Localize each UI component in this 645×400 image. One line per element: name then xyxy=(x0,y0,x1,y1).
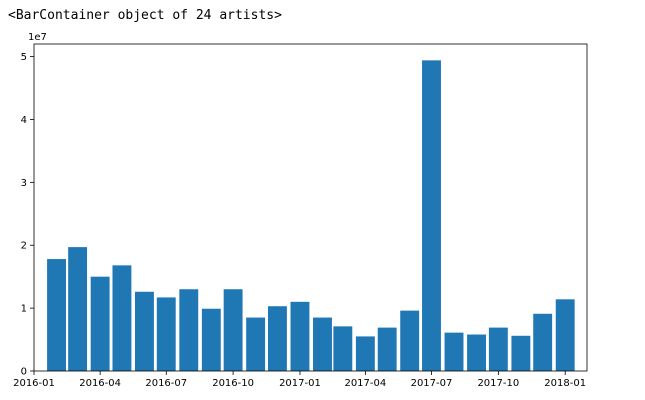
y-tick-label: 4 xyxy=(21,115,27,126)
x-tick-label: 2017-04 xyxy=(344,378,386,389)
bar xyxy=(223,289,243,371)
bar xyxy=(90,276,110,371)
bar xyxy=(201,308,221,371)
y-tick-label: 1 xyxy=(21,304,27,315)
bar xyxy=(246,317,266,371)
x-tick-label: 2016-07 xyxy=(145,378,187,389)
y-tick-label: 0 xyxy=(21,367,27,378)
bar xyxy=(511,335,531,371)
bar xyxy=(400,310,420,371)
bar xyxy=(179,289,199,371)
y-tick-label: 3 xyxy=(21,178,27,189)
x-tick-label: 2016-04 xyxy=(79,378,121,389)
bar xyxy=(355,336,375,371)
x-tick-label: 2017-07 xyxy=(411,378,453,389)
bar xyxy=(135,291,154,371)
bar xyxy=(313,317,332,371)
y-tick-label: 2 xyxy=(21,241,27,252)
bar xyxy=(467,334,486,371)
x-tick-label: 2016-01 xyxy=(13,378,55,389)
bar xyxy=(112,265,132,371)
bar xyxy=(68,247,88,371)
bar xyxy=(156,297,176,371)
bar xyxy=(377,327,397,371)
x-axis-ticks: 2016-01 2016-04 2016-07 2016-10 2017-01 2017-… xyxy=(13,371,586,389)
y-axis-offset-label: 1e7 xyxy=(28,32,47,43)
bars-group xyxy=(47,60,575,371)
x-tick-label: 2018-01 xyxy=(544,378,586,389)
cell-output-text: <BarContainer object of 24 artists> xyxy=(8,8,282,23)
bar xyxy=(533,313,553,371)
y-tick-label: 5 xyxy=(21,52,27,63)
bar xyxy=(290,301,310,371)
y-axis-ticks: 0 1 2 3 4 5 xyxy=(21,52,34,378)
bar xyxy=(488,327,508,371)
bar xyxy=(267,306,287,371)
x-tick-label: 2017-10 xyxy=(477,378,519,389)
x-tick-label: 2016-10 xyxy=(212,378,254,389)
bar xyxy=(422,60,441,371)
axes-frame xyxy=(33,43,588,372)
bar xyxy=(444,332,464,371)
bar xyxy=(47,259,66,371)
bar xyxy=(555,299,575,371)
bar xyxy=(333,326,353,371)
x-tick-label: 2017-01 xyxy=(279,378,321,389)
